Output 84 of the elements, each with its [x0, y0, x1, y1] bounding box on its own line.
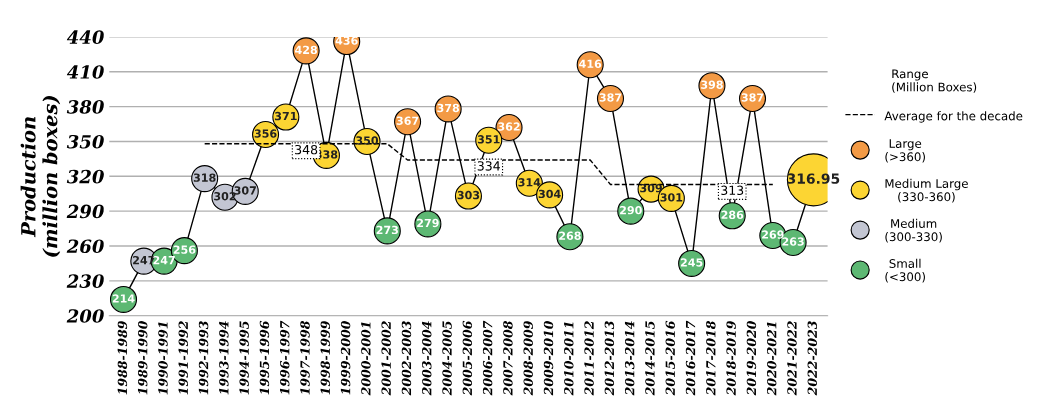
x-tick-label: 2004-2005 — [442, 321, 452, 396]
x-tick-label: 2001-2002 — [381, 321, 391, 396]
x-tick-label: 2007-2008 — [503, 321, 513, 396]
x-tick-label: 2006-2007 — [482, 320, 493, 396]
data-label: 387 — [599, 93, 622, 102]
data-label: 263 — [782, 237, 804, 246]
data-label: 214 — [112, 294, 135, 303]
data-label: 256 — [173, 245, 196, 254]
data-label: 428 — [295, 45, 318, 55]
x-tick-label: 2018-2019 — [726, 321, 736, 396]
data-label: 362 — [498, 122, 520, 131]
data-label: 304 — [538, 189, 561, 199]
data-label: 286 — [721, 210, 744, 220]
data-label: 247 — [153, 255, 175, 265]
legend-label: Large (>360) — [885, 139, 925, 163]
legend-title: Range (Million Boxes) — [892, 69, 977, 93]
data-label: 279 — [417, 218, 439, 228]
legend-label: Small (<300) — [885, 258, 925, 283]
y-tick-label: 290 — [66, 204, 104, 219]
x-tick-label: 1991-1992 — [178, 321, 189, 395]
data-label: 273 — [376, 225, 398, 235]
data-label: 314 — [518, 178, 541, 187]
data-label: 367 — [396, 116, 419, 125]
data-label: 356 — [254, 129, 277, 138]
data-label: 416 — [579, 59, 602, 68]
data-label: 309 — [640, 183, 662, 193]
data-label: 348 — [295, 144, 318, 155]
x-tick-label: 2010-2011 — [564, 322, 574, 396]
data-label: 334 — [477, 161, 500, 171]
x-tick-label: 1996-1997 — [280, 320, 290, 395]
data-label: 378 — [437, 103, 460, 113]
x-tick-label: 2011-2012 — [584, 321, 594, 396]
y-axis-title: Production (million boxes) — [20, 95, 61, 257]
x-tick-label: 1998-1999 — [320, 321, 331, 395]
data-label: 245 — [680, 258, 703, 267]
data-label: 307 — [234, 186, 256, 195]
y-tick-label: 200 — [66, 309, 104, 323]
x-tick-label: 2021-2022 — [787, 321, 797, 396]
x-tick-label: 2009-2010 — [543, 320, 554, 396]
legend-label: Medium (300-330) — [885, 218, 942, 243]
x-tick-label: 1995-1996 — [259, 320, 270, 395]
y-tick-label: 230 — [66, 274, 104, 288]
data-label: 350 — [356, 136, 379, 145]
x-tick-label: 1989-1990 — [137, 320, 148, 395]
legend-label: Medium Large (330-360) — [885, 178, 968, 203]
x-tick-label: 1993-1994 — [219, 321, 229, 395]
data-label: 313 — [721, 185, 744, 196]
x-tick-label: 2014-2015 — [645, 321, 655, 396]
x-tick-label: 2012-2013 — [604, 321, 615, 396]
data-label: 387 — [741, 93, 764, 102]
x-tick-label: 1992-1993 — [198, 321, 209, 395]
x-tick-label: 2020-2021 — [766, 322, 777, 396]
x-tick-label: 2002-2003 — [401, 321, 412, 396]
x-tick-label: 2013-2014 — [624, 321, 635, 396]
x-tick-label: 2008-2009 — [523, 321, 533, 396]
x-tick-label: 2022-2023 — [807, 321, 818, 396]
y-tick-label: 380 — [66, 100, 104, 114]
x-tick-label: 1997-1998 — [300, 321, 310, 395]
data-label: 290 — [620, 205, 642, 215]
x-tick-label: 2019-2020 — [746, 320, 757, 396]
data-label: 268 — [559, 231, 581, 240]
legend-label: Average for the decade — [884, 111, 1023, 123]
data-label: 303 — [457, 190, 480, 200]
data-label: 301 — [660, 193, 683, 202]
x-tick-label: 2003-2004 — [422, 321, 432, 396]
y-tick-label: 410 — [66, 65, 104, 79]
x-tick-label: 2005-2006 — [462, 320, 473, 396]
data-label: 269 — [762, 230, 784, 239]
x-tick-label: 1990-1991 — [158, 322, 168, 395]
x-tick-label: 2000-2001 — [361, 322, 371, 396]
y-tick-label: 350 — [66, 134, 104, 149]
y-tick-label: 440 — [66, 30, 104, 45]
data-label: 318 — [193, 173, 216, 182]
x-tick-label: 1988-1989 — [117, 321, 128, 395]
data-label: 371 — [274, 111, 297, 121]
x-tick-label: 2017-2018 — [706, 321, 716, 396]
y-tick-label: 260 — [66, 239, 104, 254]
y-tick-label: 320 — [66, 169, 104, 184]
x-tick-label: 1994-1995 — [239, 321, 249, 395]
x-tick-label: 2016-2017 — [685, 320, 696, 396]
data-label: 351 — [477, 135, 500, 144]
x-tick-label: 1999-2000 — [340, 320, 351, 395]
data-label: 398 — [701, 80, 723, 89]
x-tick-label: 2015-2016 — [665, 320, 675, 396]
